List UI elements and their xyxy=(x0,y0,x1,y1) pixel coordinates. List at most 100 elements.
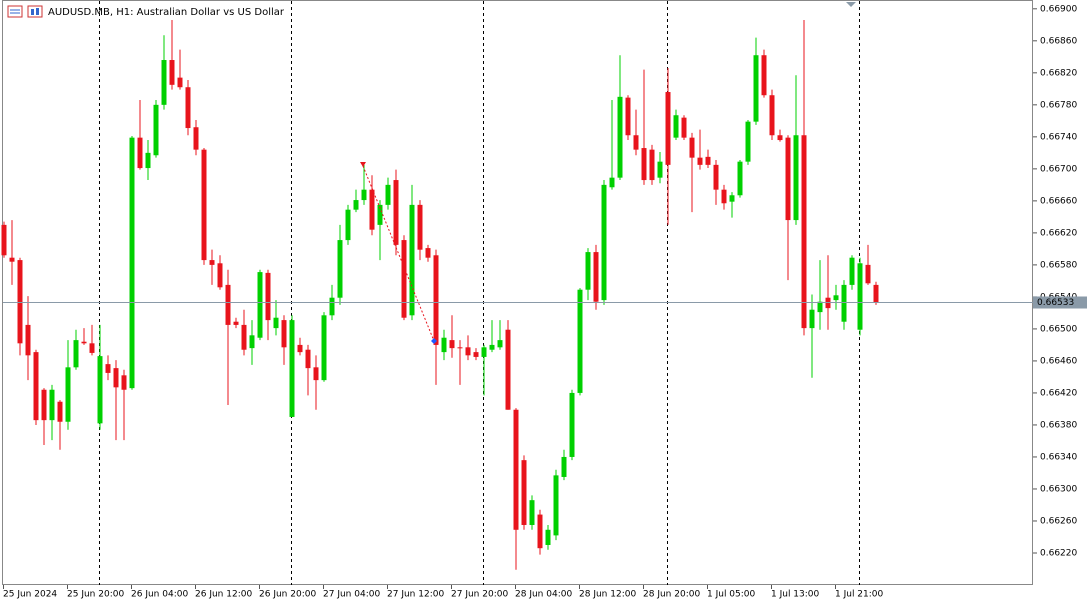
candle-body xyxy=(393,180,399,245)
candle-body xyxy=(281,320,287,348)
y-tick-label: 0.66620 xyxy=(1040,228,1077,238)
candle-body xyxy=(841,284,847,322)
candle-body xyxy=(721,189,727,204)
candle-body xyxy=(793,135,799,221)
candle-body xyxy=(809,309,815,329)
candle-body xyxy=(849,257,855,285)
trade-line xyxy=(362,165,435,342)
candle-body xyxy=(321,315,327,381)
y-tick-label: 0.66500 xyxy=(1040,324,1077,334)
candle-body xyxy=(553,475,559,536)
candle-body xyxy=(57,401,63,422)
candle-body xyxy=(65,367,71,422)
y-tick-label: 0.66780 xyxy=(1040,100,1077,110)
candle-body xyxy=(657,161,663,178)
price-label: 0.66533 xyxy=(1037,298,1074,308)
candle-body xyxy=(17,260,23,344)
x-tick-label: 27 Jun 12:00 xyxy=(387,590,444,600)
candle-body xyxy=(185,87,191,129)
candle-body xyxy=(297,344,303,353)
candle-body xyxy=(409,204,415,316)
candle-body xyxy=(585,252,591,290)
y-tick-label: 0.66380 xyxy=(1040,420,1077,430)
candle-body xyxy=(521,460,527,525)
x-tick-label: 26 Jun 04:00 xyxy=(131,590,188,600)
candle-body xyxy=(313,367,319,381)
y-tick-label: 0.66860 xyxy=(1040,36,1077,46)
shift-marker xyxy=(846,2,856,7)
icon xyxy=(27,5,43,18)
candle-body xyxy=(377,204,383,225)
candle-body xyxy=(529,500,535,525)
candle-body xyxy=(401,240,407,318)
candle-body xyxy=(745,121,751,162)
candle-body xyxy=(241,324,247,350)
y-tick-label: 0.66820 xyxy=(1040,68,1077,78)
candle-body xyxy=(257,272,263,338)
candle-body xyxy=(73,340,79,368)
icon xyxy=(36,8,39,15)
candle-body xyxy=(89,343,95,353)
candle-body xyxy=(785,137,791,221)
candle-body xyxy=(737,161,743,196)
icon xyxy=(31,9,34,15)
candle-body xyxy=(609,177,615,188)
candle-body xyxy=(177,77,183,88)
y-tick-label: 0.66900 xyxy=(1040,4,1077,14)
candle-body xyxy=(561,456,567,477)
x-tick-label: 28 Jun 12:00 xyxy=(579,590,636,600)
candle-body xyxy=(1,224,7,256)
y-tick-label: 0.66660 xyxy=(1040,196,1077,206)
candle-body xyxy=(169,60,175,85)
candle-body xyxy=(193,127,199,150)
candle-body xyxy=(33,352,39,421)
x-tick-label: 26 Jun 20:00 xyxy=(259,590,316,600)
candle-body xyxy=(489,344,495,350)
candle-body xyxy=(113,368,119,388)
x-tick-label: 27 Jun 20:00 xyxy=(451,590,508,600)
x-tick-label: 25 Jun 2024 xyxy=(3,590,57,600)
candle-body xyxy=(833,295,839,301)
candle-body xyxy=(41,389,47,421)
candle-body xyxy=(641,148,647,181)
candle-body xyxy=(625,97,631,136)
x-tick-label: 27 Jun 04:00 xyxy=(323,590,380,600)
chart-title: AUDUSD.MB, H1: Australian Dollar vs US D… xyxy=(48,7,285,18)
candle-body xyxy=(129,137,135,389)
y-tick-label: 0.66740 xyxy=(1040,132,1077,142)
candle-body xyxy=(209,260,215,265)
candle-body xyxy=(577,289,583,393)
candle-body xyxy=(801,135,807,329)
candle-body xyxy=(81,341,87,344)
candle-body xyxy=(817,301,823,313)
candle-body xyxy=(513,409,519,530)
trade-arrow xyxy=(360,162,366,167)
candle-body xyxy=(121,375,127,390)
candle-body xyxy=(457,347,463,349)
candle-body xyxy=(233,321,239,325)
candle-body xyxy=(705,156,711,165)
candle-body xyxy=(329,297,335,316)
x-tick-label: 28 Jun 04:00 xyxy=(515,590,572,600)
candle-body xyxy=(777,135,783,141)
candle-body xyxy=(633,135,639,150)
candle-body xyxy=(273,317,279,329)
candle-body xyxy=(201,149,207,261)
candle-body xyxy=(857,263,863,330)
x-tick-label: 28 Jun 20:00 xyxy=(643,590,700,600)
candle-body xyxy=(153,104,159,156)
candle-body xyxy=(305,349,311,369)
candle-body xyxy=(345,209,351,241)
candle-body xyxy=(481,347,487,357)
candle-body xyxy=(369,189,375,230)
x-tick-label: 25 Jun 20:00 xyxy=(67,590,124,600)
candle-body xyxy=(145,152,151,169)
candle-body xyxy=(137,137,143,169)
candle-body xyxy=(433,255,439,345)
y-tick-label: 0.66340 xyxy=(1040,452,1077,462)
candle-body xyxy=(545,529,551,545)
candle-body xyxy=(161,60,167,105)
candle-body xyxy=(865,264,871,284)
candle-body xyxy=(49,389,55,421)
